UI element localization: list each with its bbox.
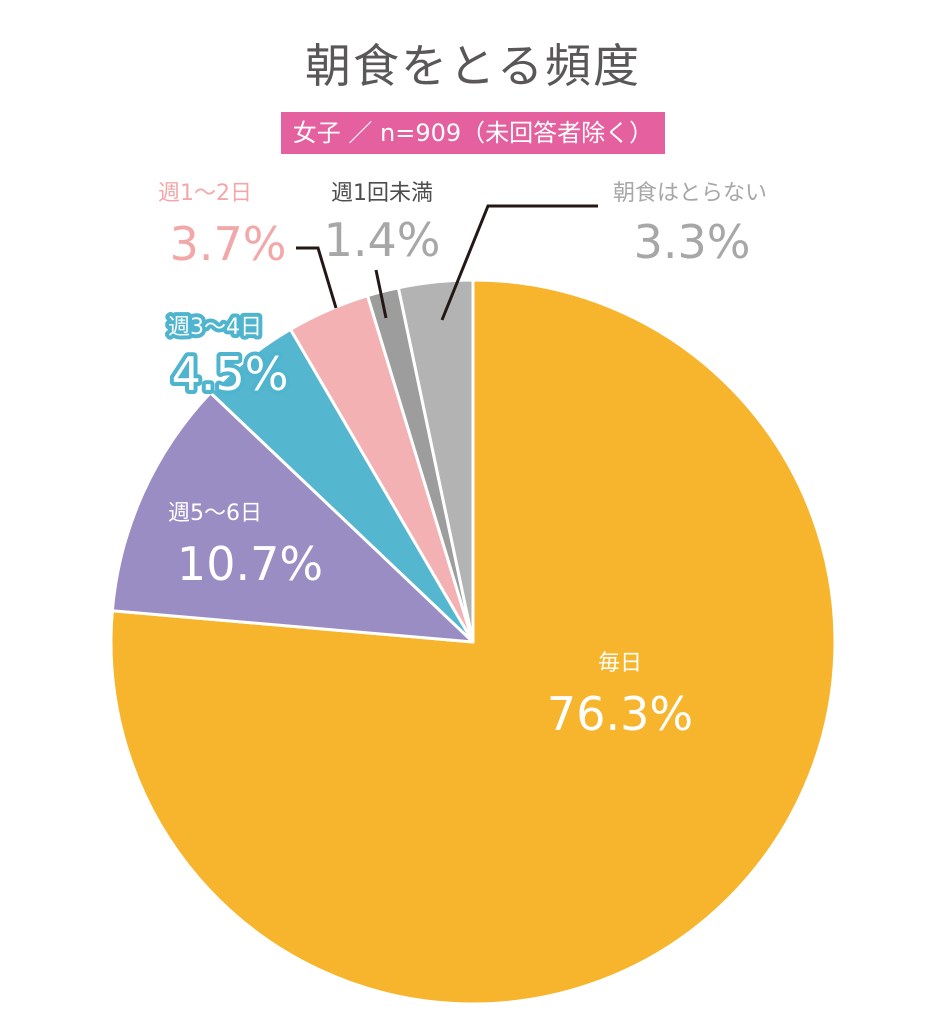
slice-value-label-2: 4.5% xyxy=(172,347,289,401)
leader-line-5 xyxy=(440,204,598,321)
pie-slice-1 xyxy=(110,391,475,644)
pie-slice-5 xyxy=(396,278,475,644)
slice-label-0: 毎日 xyxy=(598,651,642,676)
slice-value-label-5: 3.3% xyxy=(634,215,751,269)
leader-line-3 xyxy=(296,246,338,309)
slice-value-label-0: 76.3% xyxy=(547,687,693,741)
subtitle-wrap: 女子 ／ n=909（未回答者除く） xyxy=(0,112,946,154)
slice-label-1: 週5～6日 xyxy=(168,501,262,526)
slice-value-label-4: 1.4% xyxy=(324,213,441,267)
slice-value-label-3: 3.7% xyxy=(170,217,287,271)
slice-label-4: 週1回未満 xyxy=(331,181,433,206)
slice-label-3: 週1～2日 xyxy=(158,181,252,206)
chart-subtitle: 女子 ／ n=909（未回答者除く） xyxy=(280,112,666,154)
slice-value-label-1: 10.7% xyxy=(177,537,323,591)
slice-label-5: 朝食はとらない xyxy=(613,181,767,206)
slice-label-2: 週3～4日 xyxy=(168,315,262,340)
chart-title: 朝食をとる頻度 xyxy=(305,39,641,93)
leader-line-4 xyxy=(374,269,388,319)
